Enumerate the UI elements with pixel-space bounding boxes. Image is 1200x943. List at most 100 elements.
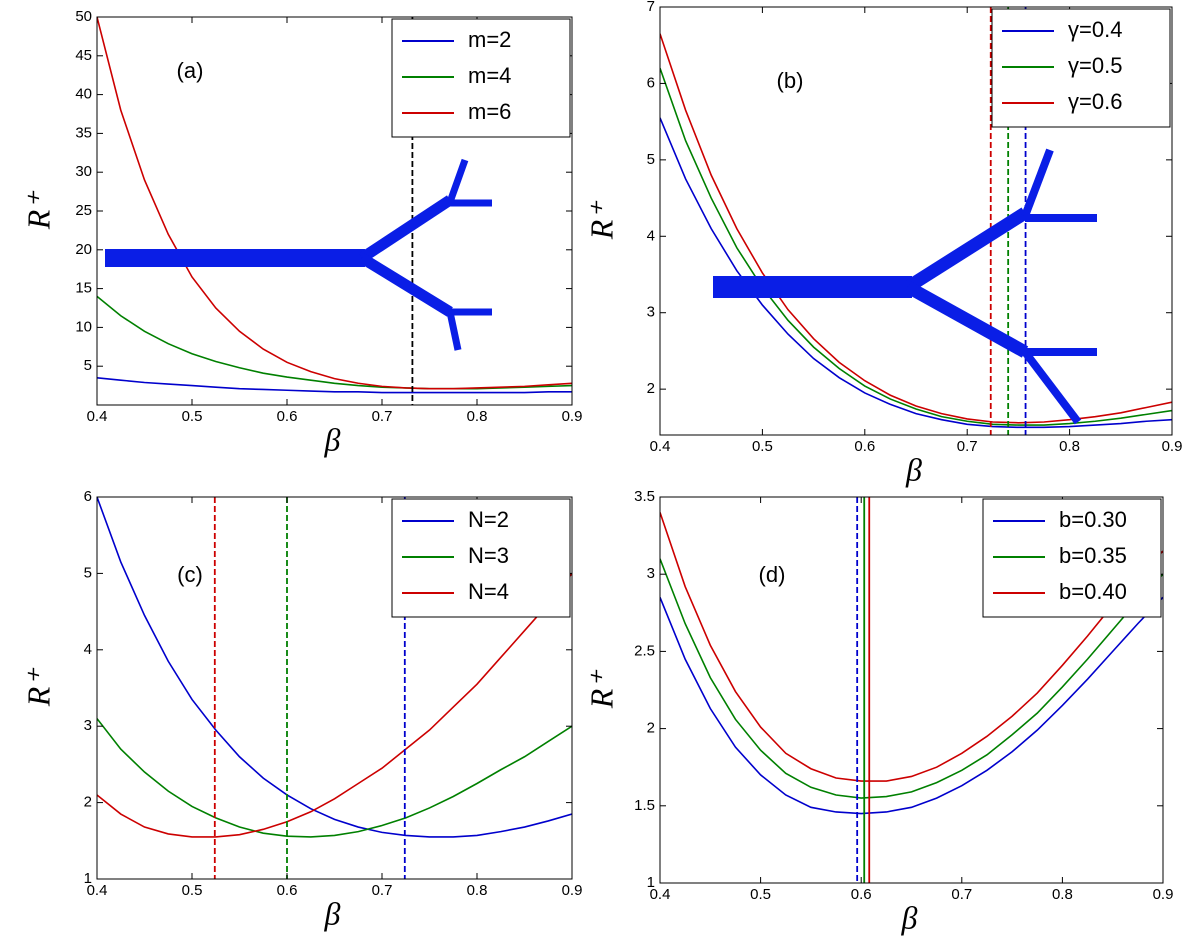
x-tick-label: 0.9 — [562, 408, 583, 425]
data-line — [660, 558, 1163, 799]
y-tick-label: 2 — [647, 380, 655, 397]
x-tick-label: 0.4 — [650, 438, 671, 455]
x-tick-label: 0.8 — [1059, 438, 1080, 455]
y-tick-label: 5 — [84, 357, 92, 374]
y-tick-label: 3.5 — [634, 488, 655, 505]
y-tick-label: 15 — [75, 280, 92, 297]
legend-label: γ=0.5 — [1068, 53, 1122, 78]
y-tick-label: 6 — [84, 488, 92, 505]
legend-label: N=2 — [468, 507, 509, 532]
y-tick-label: 30 — [75, 163, 92, 180]
y-axis-label: R⁺ — [20, 191, 56, 231]
x-tick-label: 0.9 — [562, 882, 583, 899]
y-tick-label: 2.5 — [634, 642, 655, 659]
y-tick-label: 5 — [647, 151, 655, 168]
y-tick-label: 45 — [75, 47, 92, 64]
data-line — [97, 718, 572, 838]
x-tick-label: 0.7 — [372, 882, 393, 899]
panel-label: (d) — [759, 562, 786, 587]
y-tick-label: 25 — [75, 202, 92, 219]
legend-label: N=3 — [468, 543, 509, 568]
data-line — [660, 67, 1172, 426]
y-tick-label: 1 — [647, 874, 655, 891]
y-axis-label: R⁺ — [20, 668, 56, 708]
data-line — [97, 17, 572, 390]
panel-label: (c) — [177, 562, 203, 587]
legend-label: b=0.35 — [1059, 543, 1127, 568]
y-tick-label: 4 — [84, 641, 92, 658]
y-axis-label: R⁺ — [583, 201, 619, 241]
panel: 0.4 0.5 0.6 0.7 0.8 0.9 5 10 15 20 25 30 35 40 45 50 β R⁺… — [20, 8, 582, 457]
plot-frame — [659, 6, 1173, 436]
y-tick-label: 40 — [75, 86, 92, 103]
y-tick-label: 4 — [647, 227, 655, 244]
x-tick-label: 0.5 — [182, 882, 203, 899]
y-tick-label: 2 — [647, 720, 655, 737]
legend: γ=0.4 γ=0.5 γ=0.6 — [991, 8, 1171, 128]
x-tick-label: 0.7 — [372, 408, 393, 425]
x-tick-label: 0.9 — [1153, 886, 1174, 903]
plot-content — [660, 7, 1172, 435]
y-tick-label: 1 — [84, 870, 92, 887]
legend-label: N=4 — [468, 579, 509, 604]
x-tick-label: 0.5 — [182, 408, 203, 425]
x-axis-label: β — [324, 421, 341, 457]
x-axis-label: β — [324, 895, 341, 931]
data-line — [97, 572, 572, 838]
y-tick-label: 35 — [75, 124, 92, 141]
x-tick-label: 0.4 — [650, 886, 671, 903]
y-tick-label: 7 — [647, 0, 655, 15]
x-tick-label: 0.6 — [277, 408, 298, 425]
y-tick-label: 50 — [75, 8, 92, 25]
plot-content — [660, 497, 1163, 883]
legend: m=2 m=4 m=6 — [391, 18, 571, 138]
x-tick-label: 0.8 — [1052, 886, 1073, 903]
x-tick-label: 0.5 — [752, 438, 773, 455]
x-tick-label: 0.9 — [1162, 438, 1183, 455]
legend-label: b=0.30 — [1059, 507, 1127, 532]
panel: 0.4 0.5 0.6 0.7 0.8 0.9 1 2 3 4 5 6 β R⁺ (c) N=2 N=3 N=4 — [20, 488, 582, 931]
y-tick-label: 3 — [647, 304, 655, 321]
y-tick-label: 20 — [75, 241, 92, 258]
legend-label: m=2 — [468, 27, 511, 52]
panel: 0.4 0.5 0.6 0.7 0.8 0.9 1 1.5 2 2.5 3 3.5 β R⁺ (d) b=0.… — [583, 488, 1173, 935]
x-tick-label: 0.4 — [87, 882, 108, 899]
y-tick-label: 6 — [647, 74, 655, 91]
x-tick-label: 0.7 — [951, 886, 972, 903]
legend-label: γ=0.4 — [1068, 17, 1122, 42]
y-tick-label: 3 — [84, 717, 92, 734]
tree-icon-a — [105, 158, 492, 351]
legend-label: b=0.40 — [1059, 579, 1127, 604]
panel-label: (a) — [177, 58, 204, 83]
x-tick-label: 0.7 — [957, 438, 978, 455]
panel: 0.4 0.5 0.6 0.7 0.8 0.9 2 3 4 5 6 7 β R⁺ (b) γ=0.4 γ=0.5… — [583, 0, 1182, 487]
y-tick-label: 10 — [75, 318, 92, 335]
x-tick-label: 0.8 — [467, 882, 488, 899]
y-tick-label: 5 — [84, 564, 92, 581]
legend: b=0.30 b=0.35 b=0.40 — [982, 498, 1162, 618]
y-tick-label: 2 — [84, 794, 92, 811]
x-axis-label: β — [901, 899, 918, 935]
data-line — [660, 512, 1163, 782]
plot-frame — [96, 496, 573, 880]
y-tick-label: 1.5 — [634, 797, 655, 814]
data-line — [660, 596, 1163, 815]
x-tick-label: 0.5 — [750, 886, 771, 903]
x-tick-label: 0.4 — [87, 408, 108, 425]
x-tick-label: 0.6 — [854, 438, 875, 455]
legend-label: m=4 — [468, 63, 511, 88]
y-tick-label: 3 — [647, 565, 655, 582]
legend-label: γ=0.6 — [1068, 89, 1122, 114]
data-line — [660, 33, 1172, 424]
tree-icon-b — [713, 148, 1097, 425]
y-axis-label: R⁺ — [583, 670, 619, 710]
x-tick-label: 0.6 — [277, 882, 298, 899]
x-axis-label: β — [905, 451, 922, 487]
panel-label: (b) — [777, 68, 804, 93]
plot-content — [97, 497, 572, 879]
legend-label: m=6 — [468, 99, 511, 124]
x-tick-label: 0.8 — [467, 408, 488, 425]
legend: N=2 N=3 N=4 — [391, 498, 571, 618]
x-tick-label: 0.6 — [851, 886, 872, 903]
